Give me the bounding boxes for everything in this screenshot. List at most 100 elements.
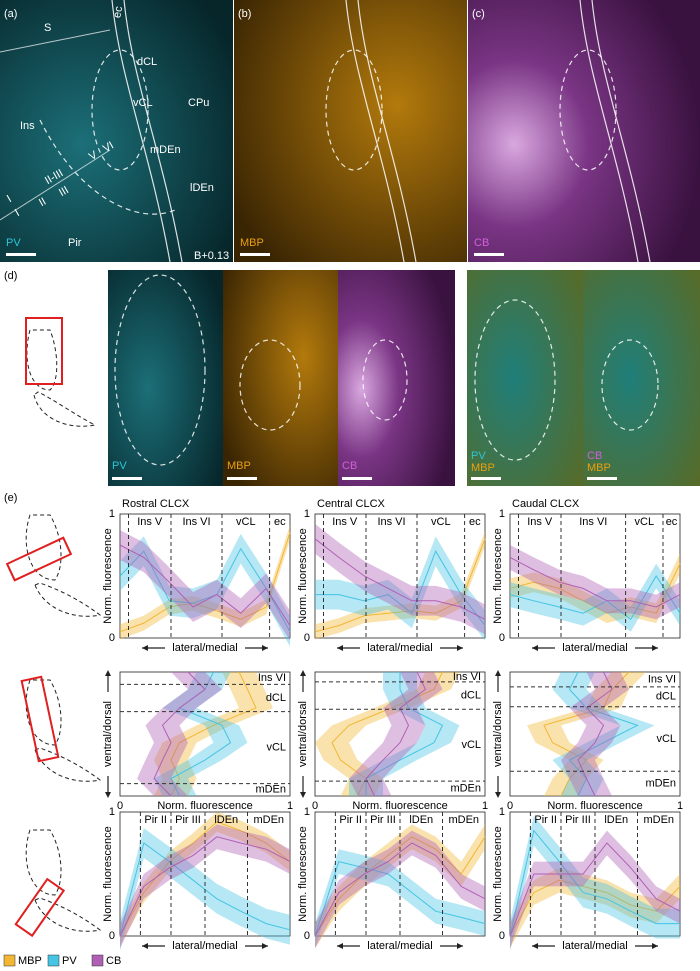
scale-bar xyxy=(112,477,142,480)
region-label: mDEn xyxy=(253,814,284,826)
x-axis-label: Norm. fluorescence xyxy=(157,800,252,812)
legend-swatch xyxy=(91,954,104,967)
region-label: Ins V xyxy=(527,516,553,528)
annotation: I xyxy=(13,207,22,219)
mean-line xyxy=(314,538,486,620)
annotation: dCL xyxy=(137,56,157,68)
region-label: mDEn xyxy=(645,778,676,790)
roi-box xyxy=(20,675,60,763)
y-tick-label: 0 xyxy=(499,930,505,942)
region-label: lDEn xyxy=(214,814,238,826)
y-tick-label: 1 xyxy=(304,806,310,818)
mean-line xyxy=(331,671,443,797)
x-axis-label: lateral/medial xyxy=(172,642,237,654)
legend-swatch xyxy=(3,954,16,967)
pv-image xyxy=(108,270,223,486)
annotation: S xyxy=(44,22,51,34)
mean-line xyxy=(365,671,427,797)
stain-label: PV xyxy=(112,460,127,472)
x-tick-label: 1 xyxy=(287,800,293,812)
region-label: Pir II xyxy=(534,814,557,826)
x-axis-label: lateral/medial xyxy=(172,940,237,952)
panel-letter: (a) xyxy=(4,8,17,20)
panel-letter: (b) xyxy=(238,8,251,20)
region-label: ec xyxy=(666,516,678,528)
mbp-image xyxy=(234,0,467,262)
error-band xyxy=(315,830,485,949)
region-label: vCL xyxy=(635,516,655,528)
y-tick-label: 0 xyxy=(304,930,310,942)
y-axis-label: Norm. fluorescence xyxy=(492,528,504,623)
row-e: (e) xyxy=(4,492,102,938)
y-axis-label: Norm. fluorescence xyxy=(297,528,309,623)
y-axis-label: ventral/dorsal xyxy=(102,701,114,767)
error-band xyxy=(315,672,460,796)
stain-label: MBP xyxy=(227,460,251,472)
roi-box xyxy=(5,536,73,582)
mean-line xyxy=(119,532,291,633)
stain-label: MBP xyxy=(240,237,264,249)
mean-line xyxy=(314,836,486,937)
annotation: Pir xyxy=(68,237,82,249)
error-band xyxy=(527,672,646,796)
x-axis-label: lateral/medial xyxy=(367,642,432,654)
y-tick-label: 1 xyxy=(499,806,505,818)
region-label: vCL xyxy=(656,733,676,745)
mean-line xyxy=(509,575,681,621)
row-d: (d) PV MBP CB PV MBP CB MBP xyxy=(4,270,700,486)
error-band xyxy=(315,523,485,635)
mean-line xyxy=(314,538,486,633)
y-tick-label: 1 xyxy=(109,508,115,520)
stain-label: MBP xyxy=(471,462,495,474)
y-axis-label: ventral/dorsal xyxy=(297,701,309,767)
error-band xyxy=(561,672,629,796)
mbp-image xyxy=(223,270,338,486)
mean-line xyxy=(543,671,630,797)
error-band xyxy=(315,531,485,640)
error-band xyxy=(510,563,680,632)
region-label: Pir III xyxy=(565,814,591,826)
cb-image xyxy=(468,0,700,262)
x-tick-label: 0 xyxy=(117,800,123,812)
mean-line xyxy=(509,556,681,608)
plot-frame xyxy=(509,513,681,639)
merge-image xyxy=(583,270,700,486)
region-label: lDEn xyxy=(604,814,628,826)
region-label: mDEn xyxy=(255,784,286,796)
region-label: vCL xyxy=(266,742,286,754)
scale-bar xyxy=(587,477,617,480)
region-label: Ins VI xyxy=(453,671,481,683)
legend-label: PV xyxy=(62,955,77,967)
scale-bar xyxy=(240,253,270,256)
y-tick-label: 1 xyxy=(109,806,115,818)
annotation: ec xyxy=(111,5,125,19)
error-band xyxy=(120,530,290,641)
chart-title: Caudal CLCX xyxy=(512,498,580,510)
region-label: dCL xyxy=(656,691,676,703)
mean-line xyxy=(170,671,257,797)
panel-letter: (d) xyxy=(4,270,17,282)
y-tick-label: 0 xyxy=(499,632,505,644)
x-axis-label: Norm. fluorescence xyxy=(547,800,642,812)
region-label: vCL xyxy=(236,516,256,528)
error-band xyxy=(315,849,485,949)
y-axis-label: Norm. fluorescence xyxy=(102,528,114,623)
error-band xyxy=(154,672,273,796)
mean-line xyxy=(119,836,291,937)
region-label: mDEn xyxy=(643,814,674,826)
y-axis-label: Norm. fluorescence xyxy=(102,826,114,921)
error-band xyxy=(120,533,290,647)
scale-bar xyxy=(227,477,257,480)
region-label: Ins VI xyxy=(579,516,607,528)
x-tick-label: 1 xyxy=(677,800,683,812)
mean-line xyxy=(119,821,291,937)
error-band xyxy=(510,867,680,949)
y-tick-label: 1 xyxy=(304,508,310,520)
mean-line xyxy=(314,842,486,937)
annotation: lDEn xyxy=(190,182,214,194)
region-label: ec xyxy=(469,516,481,528)
x-axis-label: lateral/medial xyxy=(562,940,627,952)
row-a: (a) (b) (c) PV MBP CB S ec dCL vCL CPu I… xyxy=(0,0,700,263)
y-tick-label: 0 xyxy=(109,632,115,644)
scale-bar xyxy=(342,477,372,480)
